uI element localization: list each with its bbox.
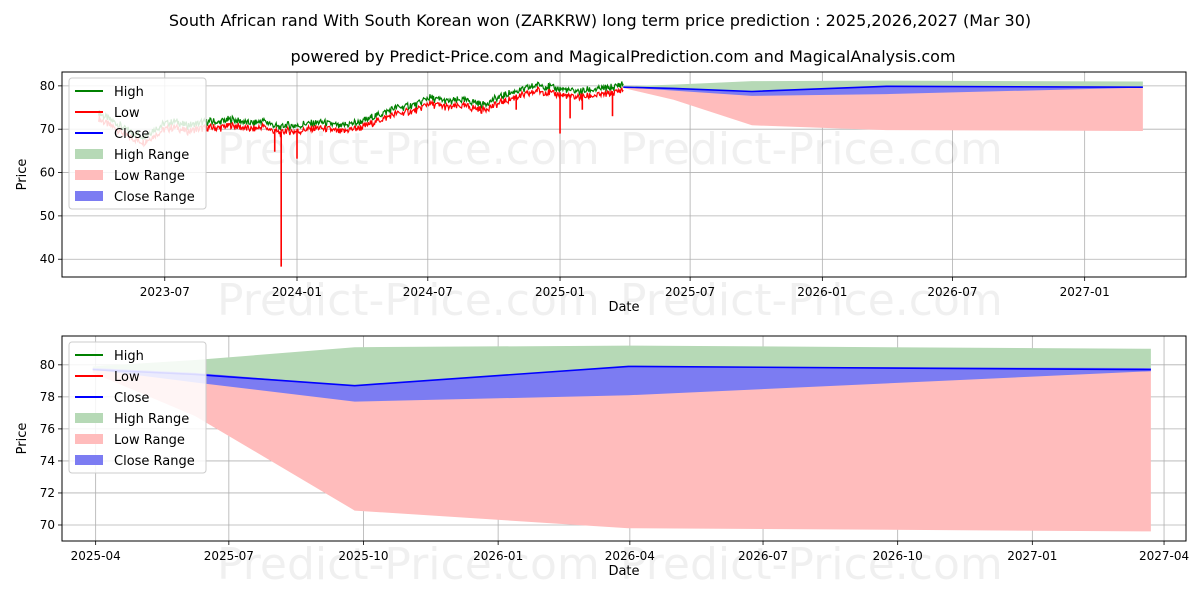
y-tick-label: 76: [40, 422, 55, 436]
y-axis: 70 72 74 76 78 80: [40, 358, 62, 532]
close-range-band: [92, 366, 1151, 402]
y-tick-label: 72: [40, 486, 55, 500]
panel-top: Predict-Price.com Predict-Price.com Predic…: [15, 71, 1187, 326]
x-tick-label: 2025-04: [71, 549, 121, 563]
watermark-text: Predict-Price.com: [620, 275, 1003, 326]
legend-item: Low Range: [114, 169, 185, 184]
legend-item: High Range: [114, 148, 189, 163]
chart-title: South African rand With South Korean won…: [169, 11, 1031, 30]
legend: High Low Close High Range Low Range Close Ran…: [68, 341, 207, 474]
low-range-band: [623, 86, 1143, 131]
legend-item: Low: [114, 370, 140, 385]
legend-item: High: [114, 349, 144, 364]
x-axis: 2025-04 2025-07 2025-10 2026-01 2026-04 2026-…: [71, 541, 1189, 563]
legend-swatch: [75, 413, 103, 423]
x-tick-label: 2025-07: [665, 285, 715, 299]
legend: High Low Close High Range Low Range Close Ran…: [68, 77, 207, 210]
watermark-text: Predict-Price.com: [620, 539, 1003, 590]
legend-item: Low: [114, 106, 140, 121]
x-tick-label: 2024-01: [272, 285, 322, 299]
y-tick-label: 70: [40, 122, 55, 136]
x-tick-label: 2025-10: [338, 549, 388, 563]
legend-item: High: [114, 85, 144, 100]
x-tick-label: 2027-01: [1060, 285, 1110, 299]
y-tick-label: 78: [40, 390, 55, 404]
y-tick-label: 70: [40, 518, 55, 532]
legend-item: Low Range: [114, 433, 185, 448]
legend-item: Close Range: [114, 454, 195, 469]
panel-bottom: Predict-Price.comPredict-Price.comPredic…: [15, 335, 1189, 590]
legend-item: Close: [114, 127, 149, 142]
axes-frame: [61, 335, 1187, 542]
legend-item: Close: [114, 391, 149, 406]
x-axis-label: Date: [608, 300, 639, 315]
x-tick-label: 2027-01: [1007, 549, 1057, 563]
legend-swatch: [75, 434, 103, 444]
legend-swatch: [75, 170, 103, 180]
plot-area: [98, 80, 1143, 267]
x-tick-label: 2025-07: [204, 549, 254, 563]
x-tick-label: 2023-07: [140, 285, 190, 299]
plot-area: [92, 345, 1151, 532]
y-axis-label: Price: [15, 423, 30, 455]
legend-swatch: [75, 455, 103, 465]
low-range-band: [92, 366, 1151, 532]
watermark-text: Predict-Price.com: [620, 124, 1003, 175]
x-tick-label: 2026-07: [738, 549, 788, 563]
close-line: [623, 85, 1143, 93]
legend-swatch: [75, 191, 103, 201]
y-tick-label: 40: [40, 252, 55, 266]
legend-item: High Range: [114, 412, 189, 427]
x-tick-label: 2025-01: [535, 285, 585, 299]
x-tick-label: 2027-04: [1139, 549, 1189, 563]
x-axis-label: Date: [608, 564, 639, 579]
legend-swatch: [75, 149, 103, 159]
x-tick-label: 2026-10: [873, 549, 923, 563]
x-tick-label: 2026-04: [605, 549, 655, 563]
y-axis-label: Price: [15, 159, 30, 191]
y-axis: 40 50 60 70 80: [40, 79, 62, 266]
x-tick-label: 2024-07: [403, 285, 453, 299]
legend-box: [68, 341, 207, 474]
x-tick-label: 2026-01: [797, 285, 847, 299]
watermark-text: Predict-Price.com: [217, 539, 600, 590]
chart-subtitle: powered by Predict-Price.com and Magical…: [290, 47, 955, 66]
watermark-text: Predict-Price.com: [217, 275, 600, 326]
y-tick-label: 50: [40, 209, 55, 223]
x-axis: 2023-07 2024-01 2024-07 2025-01 2025-07 2026-…: [140, 277, 1110, 299]
high-range-band: [92, 345, 1151, 386]
y-tick-label: 60: [40, 166, 55, 180]
close-range-band: [623, 86, 1143, 96]
axes-frame: [61, 71, 1187, 278]
y-tick-label: 80: [40, 79, 55, 93]
legend-item: Close Range: [114, 190, 195, 205]
x-tick-label: 2026-07: [927, 285, 977, 299]
x-tick-label: 2026-01: [473, 549, 523, 563]
y-tick-label: 74: [40, 454, 55, 468]
y-tick-label: 80: [40, 358, 55, 372]
legend-box: [68, 77, 207, 210]
watermark: Predict-Price.com Predict-Price.com Predic…: [217, 124, 1003, 326]
